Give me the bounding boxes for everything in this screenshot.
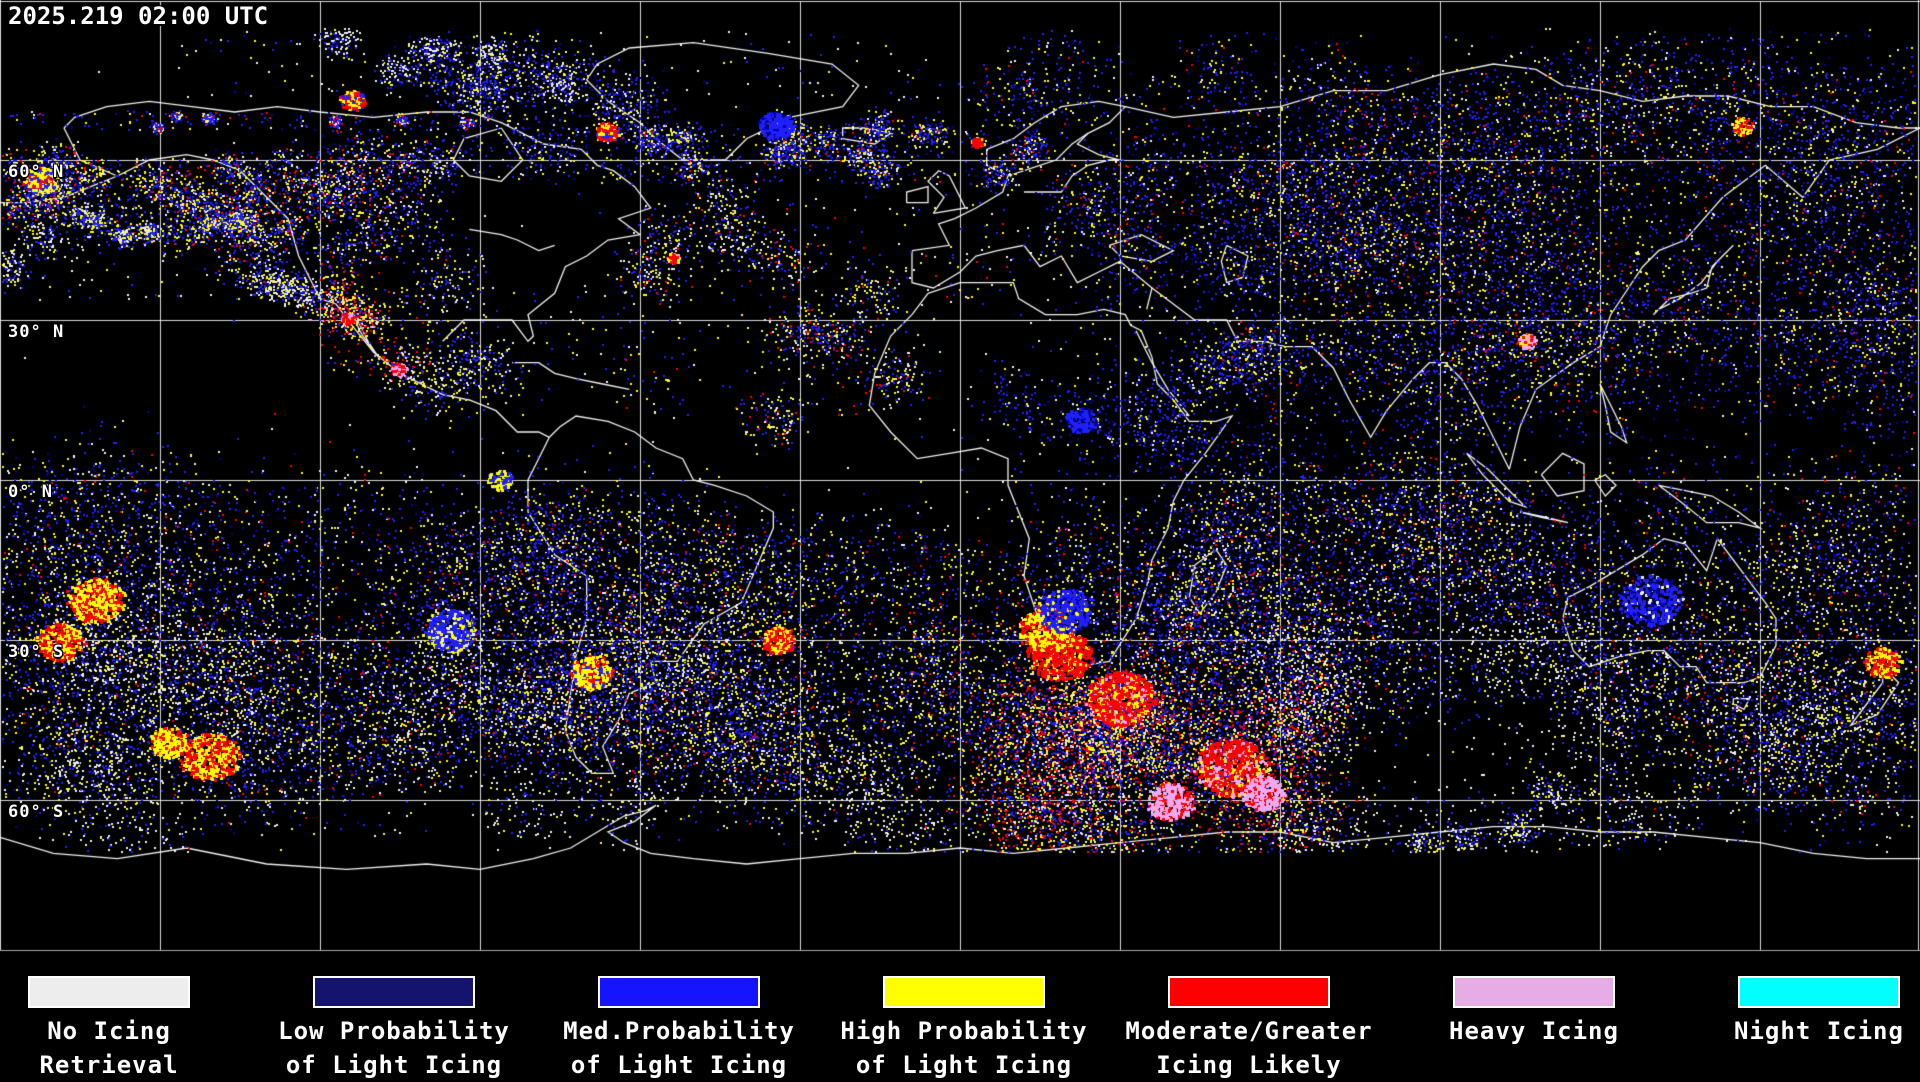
legend-entry: Low Probability of Light Icing (251, 976, 537, 1082)
latitude-label: 60° S (8, 802, 65, 822)
legend-entry: Heavy Icing (1391, 976, 1677, 1048)
legend-entry: Med.Probability of Light Icing (536, 976, 822, 1082)
legend-label: Heavy Icing (1449, 1017, 1619, 1045)
legend-label: High Probability (840, 1017, 1088, 1045)
timestamp: 2025.219 02:00 UTC (8, 2, 269, 30)
legend-label: Icing Likely (1156, 1051, 1342, 1079)
legend-swatch (1738, 976, 1900, 1008)
legend-label: No Icing (47, 1017, 171, 1045)
legend-label: Low Probability (278, 1017, 510, 1045)
legend-entry: High Probability of Light Icing (821, 976, 1107, 1082)
legend-swatch (28, 976, 190, 1008)
legend-label: of Light Icing (855, 1051, 1073, 1079)
legend-swatch (313, 976, 475, 1008)
legend-label: of Light Icing (570, 1051, 788, 1079)
legend-swatch (883, 976, 1045, 1008)
world-icing-map-canvas (0, 0, 1920, 960)
legend-label: Night Icing (1734, 1017, 1904, 1045)
legend-label: of Light Icing (285, 1051, 503, 1079)
latitude-label: 0° N (8, 482, 53, 502)
legend-entry: Night Icing (1676, 976, 1920, 1048)
legend-label: Moderate/Greater (1125, 1017, 1373, 1045)
legend: No Icing Retrieval Low Probability of Light… (0, 960, 1920, 1080)
legend-swatch (1168, 976, 1330, 1008)
latitude-label: 30° S (8, 642, 65, 662)
legend-swatch (1453, 976, 1615, 1008)
latitude-label: 60° N (8, 162, 65, 182)
legend-label: Retrieval (39, 1051, 179, 1079)
legend-swatch (598, 976, 760, 1008)
legend-entry: No Icing Retrieval (0, 976, 252, 1082)
legend-entry: Moderate/Greater Icing Likely (1106, 976, 1392, 1082)
latitude-label: 30° N (8, 322, 65, 342)
legend-label: Med.Probability (563, 1017, 795, 1045)
